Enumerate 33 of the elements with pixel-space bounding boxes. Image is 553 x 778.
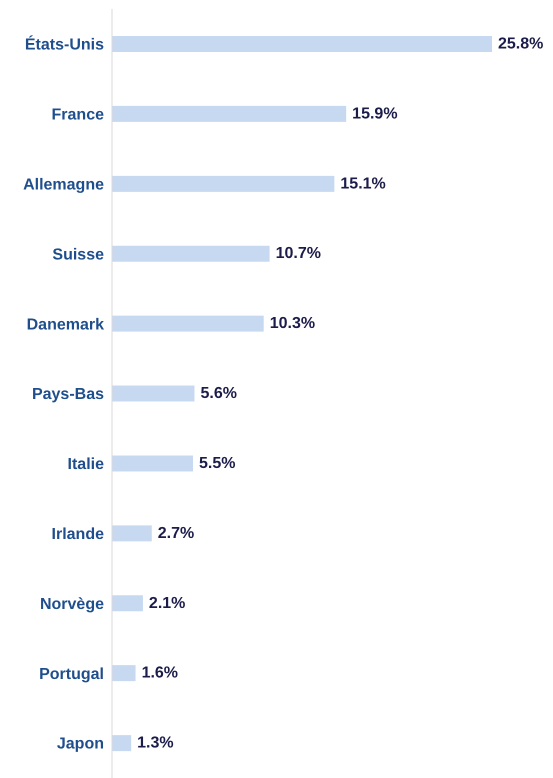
bar xyxy=(112,386,194,402)
bar xyxy=(112,176,334,192)
bar xyxy=(112,106,346,122)
y-tick-label: Suisse xyxy=(52,246,104,264)
data-label: 10.7% xyxy=(276,245,321,262)
bar xyxy=(112,595,143,612)
bar xyxy=(112,246,270,262)
y-tick-label: Irlande xyxy=(52,526,104,543)
bar xyxy=(112,525,152,542)
y-tick-label: États-Unis xyxy=(24,34,104,54)
y-tick-label: France xyxy=(52,106,104,124)
data-label: 1.6% xyxy=(142,664,178,682)
y-tick-label: Portugal xyxy=(39,666,104,683)
bar xyxy=(112,665,136,682)
data-label: 5.6% xyxy=(200,385,237,402)
data-label: 2.1% xyxy=(148,594,186,612)
y-tick-label: Danemark xyxy=(26,316,104,334)
bar xyxy=(112,455,194,472)
data-label: 5.5% xyxy=(199,454,236,472)
data-label: 10.3% xyxy=(270,315,316,332)
bar xyxy=(112,735,132,752)
data-label: 15.1% xyxy=(340,175,386,192)
data-label: 2.7% xyxy=(158,524,194,542)
data-label: 25.8% xyxy=(498,36,544,52)
y-tick-label: Allemagne xyxy=(23,176,104,194)
y-tick-label: Norvège xyxy=(40,596,104,613)
y-tick-label: Japon xyxy=(56,736,104,753)
bar xyxy=(112,316,264,332)
data-label: 1.3% xyxy=(137,734,174,752)
y-tick-label: Italie xyxy=(68,456,104,474)
y-tick-label: Pays-Bas xyxy=(32,386,104,404)
data-label: 15.9% xyxy=(352,105,398,122)
bar xyxy=(112,36,492,52)
